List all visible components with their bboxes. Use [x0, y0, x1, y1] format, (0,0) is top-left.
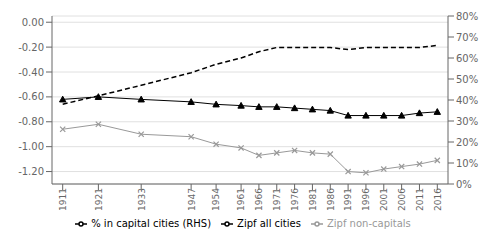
- svg-text:2001: 2001: [379, 188, 389, 211]
- svg-text:50%: 50%: [456, 74, 478, 85]
- svg-text:1947: 1947: [187, 188, 197, 211]
- svg-text:2016: 2016: [433, 188, 443, 211]
- svg-text:-0.40: -0.40: [18, 67, 44, 78]
- html-text:Zipf non-capitals: Zipf non-capitals: [326, 218, 411, 229]
- svg-text:-0.80: -0.80: [18, 116, 44, 127]
- svg-text:1911: 1911: [58, 188, 68, 211]
- svg-text:0.00: 0.00: [22, 17, 44, 28]
- svg-text:-1.00: -1.00: [18, 141, 44, 152]
- svg-text:1976: 1976: [290, 188, 300, 211]
- svg-text:-0.20: -0.20: [18, 42, 44, 53]
- svg-text:60%: 60%: [456, 53, 478, 64]
- svg-text:2006: 2006: [397, 188, 407, 211]
- svg-text:1991: 1991: [343, 188, 353, 211]
- svg-text:1921: 1921: [94, 188, 104, 211]
- svg-text:1933: 1933: [137, 188, 147, 211]
- svg-text:80%: 80%: [456, 11, 478, 22]
- svg-text:70%: 70%: [456, 32, 478, 43]
- svg-text:1986: 1986: [326, 188, 336, 211]
- svg-text:2011: 2011: [415, 188, 425, 211]
- svg-text:1996: 1996: [361, 188, 371, 211]
- svg-text:-0.60: -0.60: [18, 91, 44, 102]
- svg-text:10%: 10%: [456, 158, 478, 169]
- svg-text:40%: 40%: [456, 95, 478, 106]
- svg-text:1981: 1981: [308, 188, 318, 211]
- svg-text:1954: 1954: [211, 188, 221, 211]
- html-text:Zipf all cities: Zipf all cities: [237, 218, 301, 229]
- svg-text:0%: 0%: [456, 179, 472, 190]
- svg-text:1966: 1966: [254, 188, 264, 211]
- svg-text:1961: 1961: [236, 188, 246, 211]
- svg-text:1971: 1971: [272, 188, 282, 211]
- svg-text:20%: 20%: [456, 137, 478, 148]
- svg-text:-1.20: -1.20: [18, 166, 44, 177]
- svg-text:30%: 30%: [456, 116, 478, 127]
- html-text:% in capital cities (RHS): % in capital cities (RHS): [91, 218, 211, 229]
